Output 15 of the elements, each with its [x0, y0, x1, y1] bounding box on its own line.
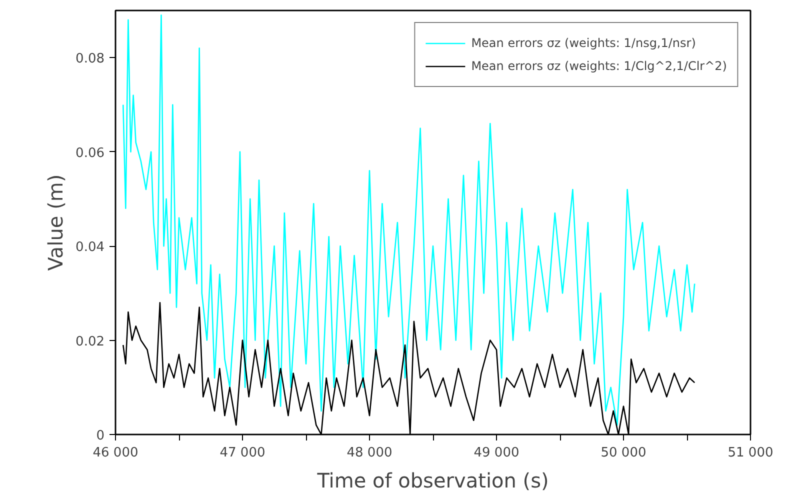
y-tick-label: 0 [96, 428, 105, 444]
x-axis-title: Time of observation (s) [316, 468, 549, 492]
y-tick-label: 0.08 [76, 52, 105, 67]
legend-label: Mean errors σz (weights: 1/Clg^2,1/Clr^2) [471, 59, 727, 73]
x-tick-label: 47 000 [220, 446, 266, 460]
y-axis-title: Value (m) [44, 174, 68, 271]
x-tick-label: 50 000 [600, 446, 646, 460]
legend-label: Mean errors σz (weights: 1/nsg,1/nsr) [471, 36, 696, 50]
x-tick-label: 48 000 [346, 446, 392, 460]
y-tick-label: 0.06 [76, 146, 105, 161]
y-tick-label: 0.02 [76, 334, 105, 350]
x-tick-label: 46 000 [92, 446, 138, 460]
x-tick-label: 51 000 [728, 446, 774, 460]
x-tick-label: 49 000 [474, 446, 520, 460]
y-tick-label: 0.04 [76, 240, 105, 256]
